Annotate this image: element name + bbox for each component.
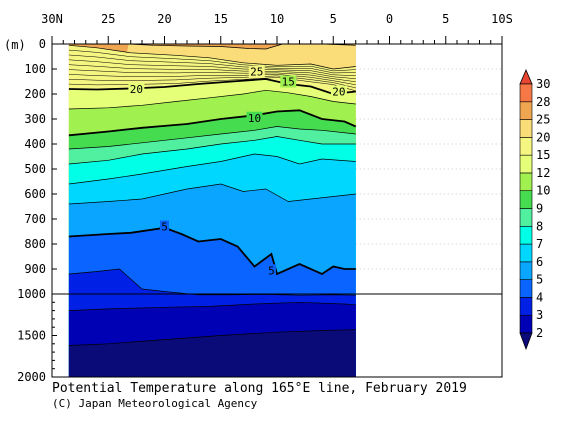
isotherm-minor-8 (68, 77, 356, 92)
colorbar-box-6 (519, 208, 533, 227)
y-tick-label-0: 0 (39, 37, 46, 51)
colorbar-box-12 (519, 101, 533, 120)
y-axis: 0 100 200 300 400 500 600 700 800 900 1000 1500 2000 (17, 37, 57, 384)
y-tick-label-700: 700 (24, 212, 46, 226)
colorbar: 2 3 4 5 6 7 8 9 10 12 15 20 25 28 30 (519, 68, 550, 351)
colorbar-arrow-bottom (519, 332, 533, 351)
x-tick-label-0: 30N (41, 12, 63, 26)
isotherm-minor-6 (68, 74, 356, 86)
colorbar-label-8: 8 (536, 219, 543, 233)
contour-label-bg-1 (248, 65, 265, 78)
colorbar-label-30: 30 (536, 77, 550, 91)
y-tick-label-800: 800 (24, 237, 46, 251)
isotherm-5 (68, 226, 356, 276)
colorbar-label-6: 6 (536, 255, 543, 269)
isotherm-20 (68, 78, 356, 95)
chart-title: Potential Temperature along 165°E line, … (52, 381, 467, 396)
contour-label-bg-0 (128, 83, 145, 95)
temperature-fill-bands (68, 44, 356, 378)
colorbar-box-8 (519, 172, 533, 192)
isotherm-minor-4 (68, 64, 356, 79)
y-axis-label: (m) (4, 38, 26, 52)
colorbar-box-5 (519, 225, 533, 245)
colorbar-box-0 (519, 314, 533, 334)
contour-label-5: 5 (161, 221, 168, 234)
isotherm-25 (68, 44, 356, 70)
isotherm-8 (68, 136, 356, 165)
x-tick-label-5: 5 (330, 12, 337, 26)
isotherm-minor-1 (68, 49, 356, 72)
contour-label-bg-2 (280, 75, 297, 88)
isotherm-6 (68, 183, 356, 205)
isotherm-minor-5 (68, 69, 356, 83)
colorbar-box-10 (519, 137, 533, 156)
colorbar-box-11 (519, 119, 533, 138)
colorbar-box-7 (519, 190, 533, 209)
y-tick-label-1500: 1500 (17, 329, 46, 343)
y-tick-label-200: 200 (24, 87, 46, 101)
isotherm-9 (68, 126, 356, 150)
isotherm-minor-7 (68, 75, 356, 89)
colorbar-box-1 (519, 297, 533, 316)
x-tick-label-3: 15 (214, 12, 228, 26)
isotherm-minor-2 (68, 54, 356, 74)
colorbar-label-7: 7 (536, 237, 543, 251)
colorbar-label-25: 25 (536, 113, 550, 127)
contour-label-6: 5 (268, 264, 275, 277)
isotherm-2.5 (68, 329, 356, 346)
y-tick-label-2000: 2000 (17, 370, 46, 384)
colorbar-box-13 (519, 83, 533, 103)
isotherm-minor-3 (68, 59, 356, 76)
colorbar-label-20: 20 (536, 130, 550, 144)
isotherm-15 (68, 89, 356, 110)
contour-label-4: 10 (248, 112, 261, 125)
isotherm-3 (68, 301, 356, 311)
colorbar-label-15: 15 (536, 148, 550, 162)
colorbar-label-2: 2 (536, 326, 543, 340)
contour-label-2: 15 (282, 76, 295, 89)
y-tick-label-100: 100 (24, 62, 46, 76)
y-tick-label-600: 600 (24, 187, 46, 201)
colorbar-label-12: 12 (536, 166, 550, 180)
x-tick-label-2: 20 (157, 12, 171, 26)
y-tick-label-400: 400 (24, 137, 46, 151)
isotherm-7 (68, 153, 356, 185)
credit-text: (C) Japan Meteorological Agency (52, 397, 258, 410)
contour-label-bg-3 (330, 85, 347, 98)
x-tick-label-4: 10 (270, 12, 284, 26)
colorbar-label-5: 5 (536, 273, 543, 287)
contour-labels: 20 25 15 20 10 5 5 (128, 65, 347, 277)
colorbar-label-9: 9 (536, 202, 543, 216)
colorbar-box-9 (519, 154, 533, 174)
x-tick-label-6: 0 (386, 12, 393, 26)
x-axis: 30N 25 20 15 10 5 0 5 10S (41, 12, 513, 44)
y-tick-label-900: 900 (24, 262, 46, 276)
x-tick-label-1: 25 (101, 12, 115, 26)
colorbar-box-2 (519, 279, 533, 298)
isotherm-4 (68, 268, 356, 296)
contour-label-1: 25 (250, 66, 263, 79)
contour-label-0: 20 (130, 83, 143, 96)
colorbar-label-4: 4 (536, 290, 543, 304)
colorbar-arrow-top (519, 68, 533, 85)
colorbar-box-3 (519, 261, 533, 280)
y-tick-label-500: 500 (24, 162, 46, 176)
contour-label-bg-5 (160, 220, 169, 233)
colorbar-label-10: 10 (536, 184, 550, 198)
colorbar-label-3: 3 (536, 308, 543, 322)
colorbar-box-4 (519, 243, 533, 263)
colorbar-label-28: 28 (536, 95, 550, 109)
y-tick-label-300: 300 (24, 112, 46, 126)
x-tick-label-8: 10S (491, 12, 513, 26)
y-tick-label-1000: 1000 (17, 287, 46, 301)
contour-label-3: 20 (332, 86, 345, 99)
contour-label-bg-4 (246, 111, 263, 124)
contour-label-bg-6 (266, 264, 276, 277)
x-tick-label-7: 5 (442, 12, 449, 26)
